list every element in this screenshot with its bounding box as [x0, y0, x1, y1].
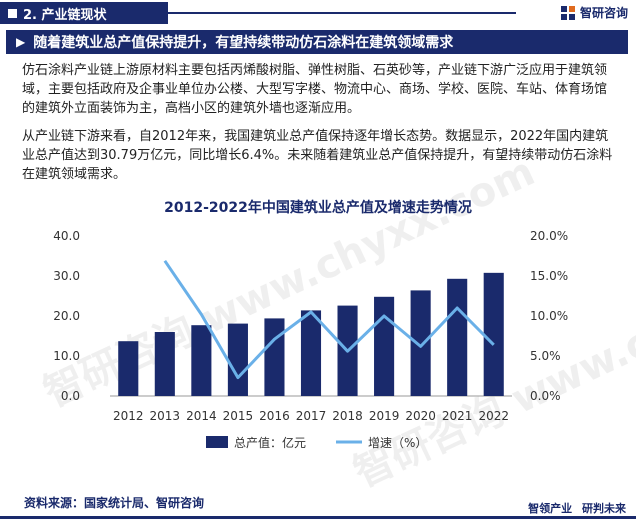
bar	[483, 272, 504, 396]
x-tick-label: 2019	[369, 409, 400, 423]
footer-rule	[0, 516, 636, 519]
bar	[374, 296, 395, 396]
right-tick-label: 20.0%	[530, 229, 568, 243]
bar	[118, 341, 139, 396]
x-axis: 2012 2013 2014 2015 2016 2017 2018 2019 2020 2021…	[113, 409, 509, 423]
legend: 总产值：亿元 增速（%）	[206, 435, 427, 450]
brand: 智研咨询	[560, 4, 628, 21]
x-tick-label: 2015	[223, 409, 254, 423]
arrow-icon: ▶	[16, 35, 26, 49]
paragraph-1: 仿石涂料产业链上游原材料主要包括丙烯酸树脂、弹性树脂、石英砂等，产业链下游广泛应…	[22, 63, 608, 116]
left-tick-label: 10.0	[53, 349, 80, 363]
bar	[227, 323, 248, 396]
x-tick-label: 2018	[332, 409, 363, 423]
x-tick-label: 2013	[150, 409, 181, 423]
brand-name: 智研咨询	[579, 6, 628, 20]
chart-title: 2012-2022年中国建筑业总产值及增速走势情况	[164, 200, 472, 216]
right-tick-label: 10.0%	[530, 309, 568, 323]
x-tick-label: 2012	[113, 409, 144, 423]
headline-banner: ▶ 随着建筑业总产值保持提升，有望持续带动仿石涂料在建筑领域需求	[6, 30, 628, 54]
bar	[300, 310, 322, 396]
paragraph-2: 从产业链下游来看，自2012年来，我国建筑业总产值保持逐年增长态势。数据显示，2…	[22, 129, 613, 182]
section-label: 2. 产业链现状	[23, 7, 107, 23]
header-rule	[168, 12, 516, 14]
bar	[191, 325, 212, 396]
left-axis: 0.0 10.0 20.0 30.0 40.0	[53, 229, 80, 403]
bar	[154, 332, 175, 396]
legend-label: 增速（%）	[368, 436, 427, 450]
x-tick-label: 2016	[259, 409, 290, 423]
x-tick-label: 2022	[478, 409, 509, 423]
x-tick-label: 2014	[186, 409, 217, 423]
square-icon	[8, 8, 17, 18]
headline-text: 随着建筑业总产值保持提升，有望持续带动仿石涂料在建筑领域需求	[33, 35, 454, 51]
left-tick-label: 0.0	[61, 389, 80, 403]
growth-line	[163, 259, 495, 380]
chart: 0.0 10.0 20.0 30.0 40.0 0.0% 5.0% 10.0% 15.0% 20…	[53, 229, 568, 450]
section-tab: 2. 产业链现状	[0, 2, 168, 24]
brand-logo-icon	[560, 5, 575, 20]
x-tick-label: 2020	[405, 409, 436, 423]
line-series	[163, 259, 495, 380]
x-tick-label: 2021	[442, 409, 473, 423]
right-tick-label: 5.0%	[530, 349, 561, 363]
legend-label: 总产值：亿元	[234, 435, 306, 450]
bar	[447, 278, 468, 396]
bar	[410, 290, 431, 396]
footer-slogan-left: 智领产业	[528, 502, 573, 515]
right-tick-label: 15.0%	[530, 269, 568, 283]
x-tick-label: 2017	[296, 409, 327, 423]
bar	[264, 318, 285, 396]
left-tick-label: 30.0	[53, 269, 80, 283]
footer-brand: 智领产业 研判未来	[528, 500, 626, 516]
source-note: 资料来源：国家统计局、智研咨询	[24, 496, 205, 510]
legend-swatch-bar	[206, 436, 228, 448]
right-tick-label: 0.0%	[530, 389, 561, 403]
footer-slogan-right: 研判未来	[582, 502, 626, 515]
left-tick-label: 20.0	[53, 309, 80, 323]
bar-series	[118, 272, 504, 396]
right-axis: 0.0% 5.0% 10.0% 15.0% 20.0%	[530, 229, 568, 403]
top-bar: 2. 产业链现状 智研咨询	[0, 0, 636, 26]
left-tick-label: 40.0	[53, 229, 80, 243]
